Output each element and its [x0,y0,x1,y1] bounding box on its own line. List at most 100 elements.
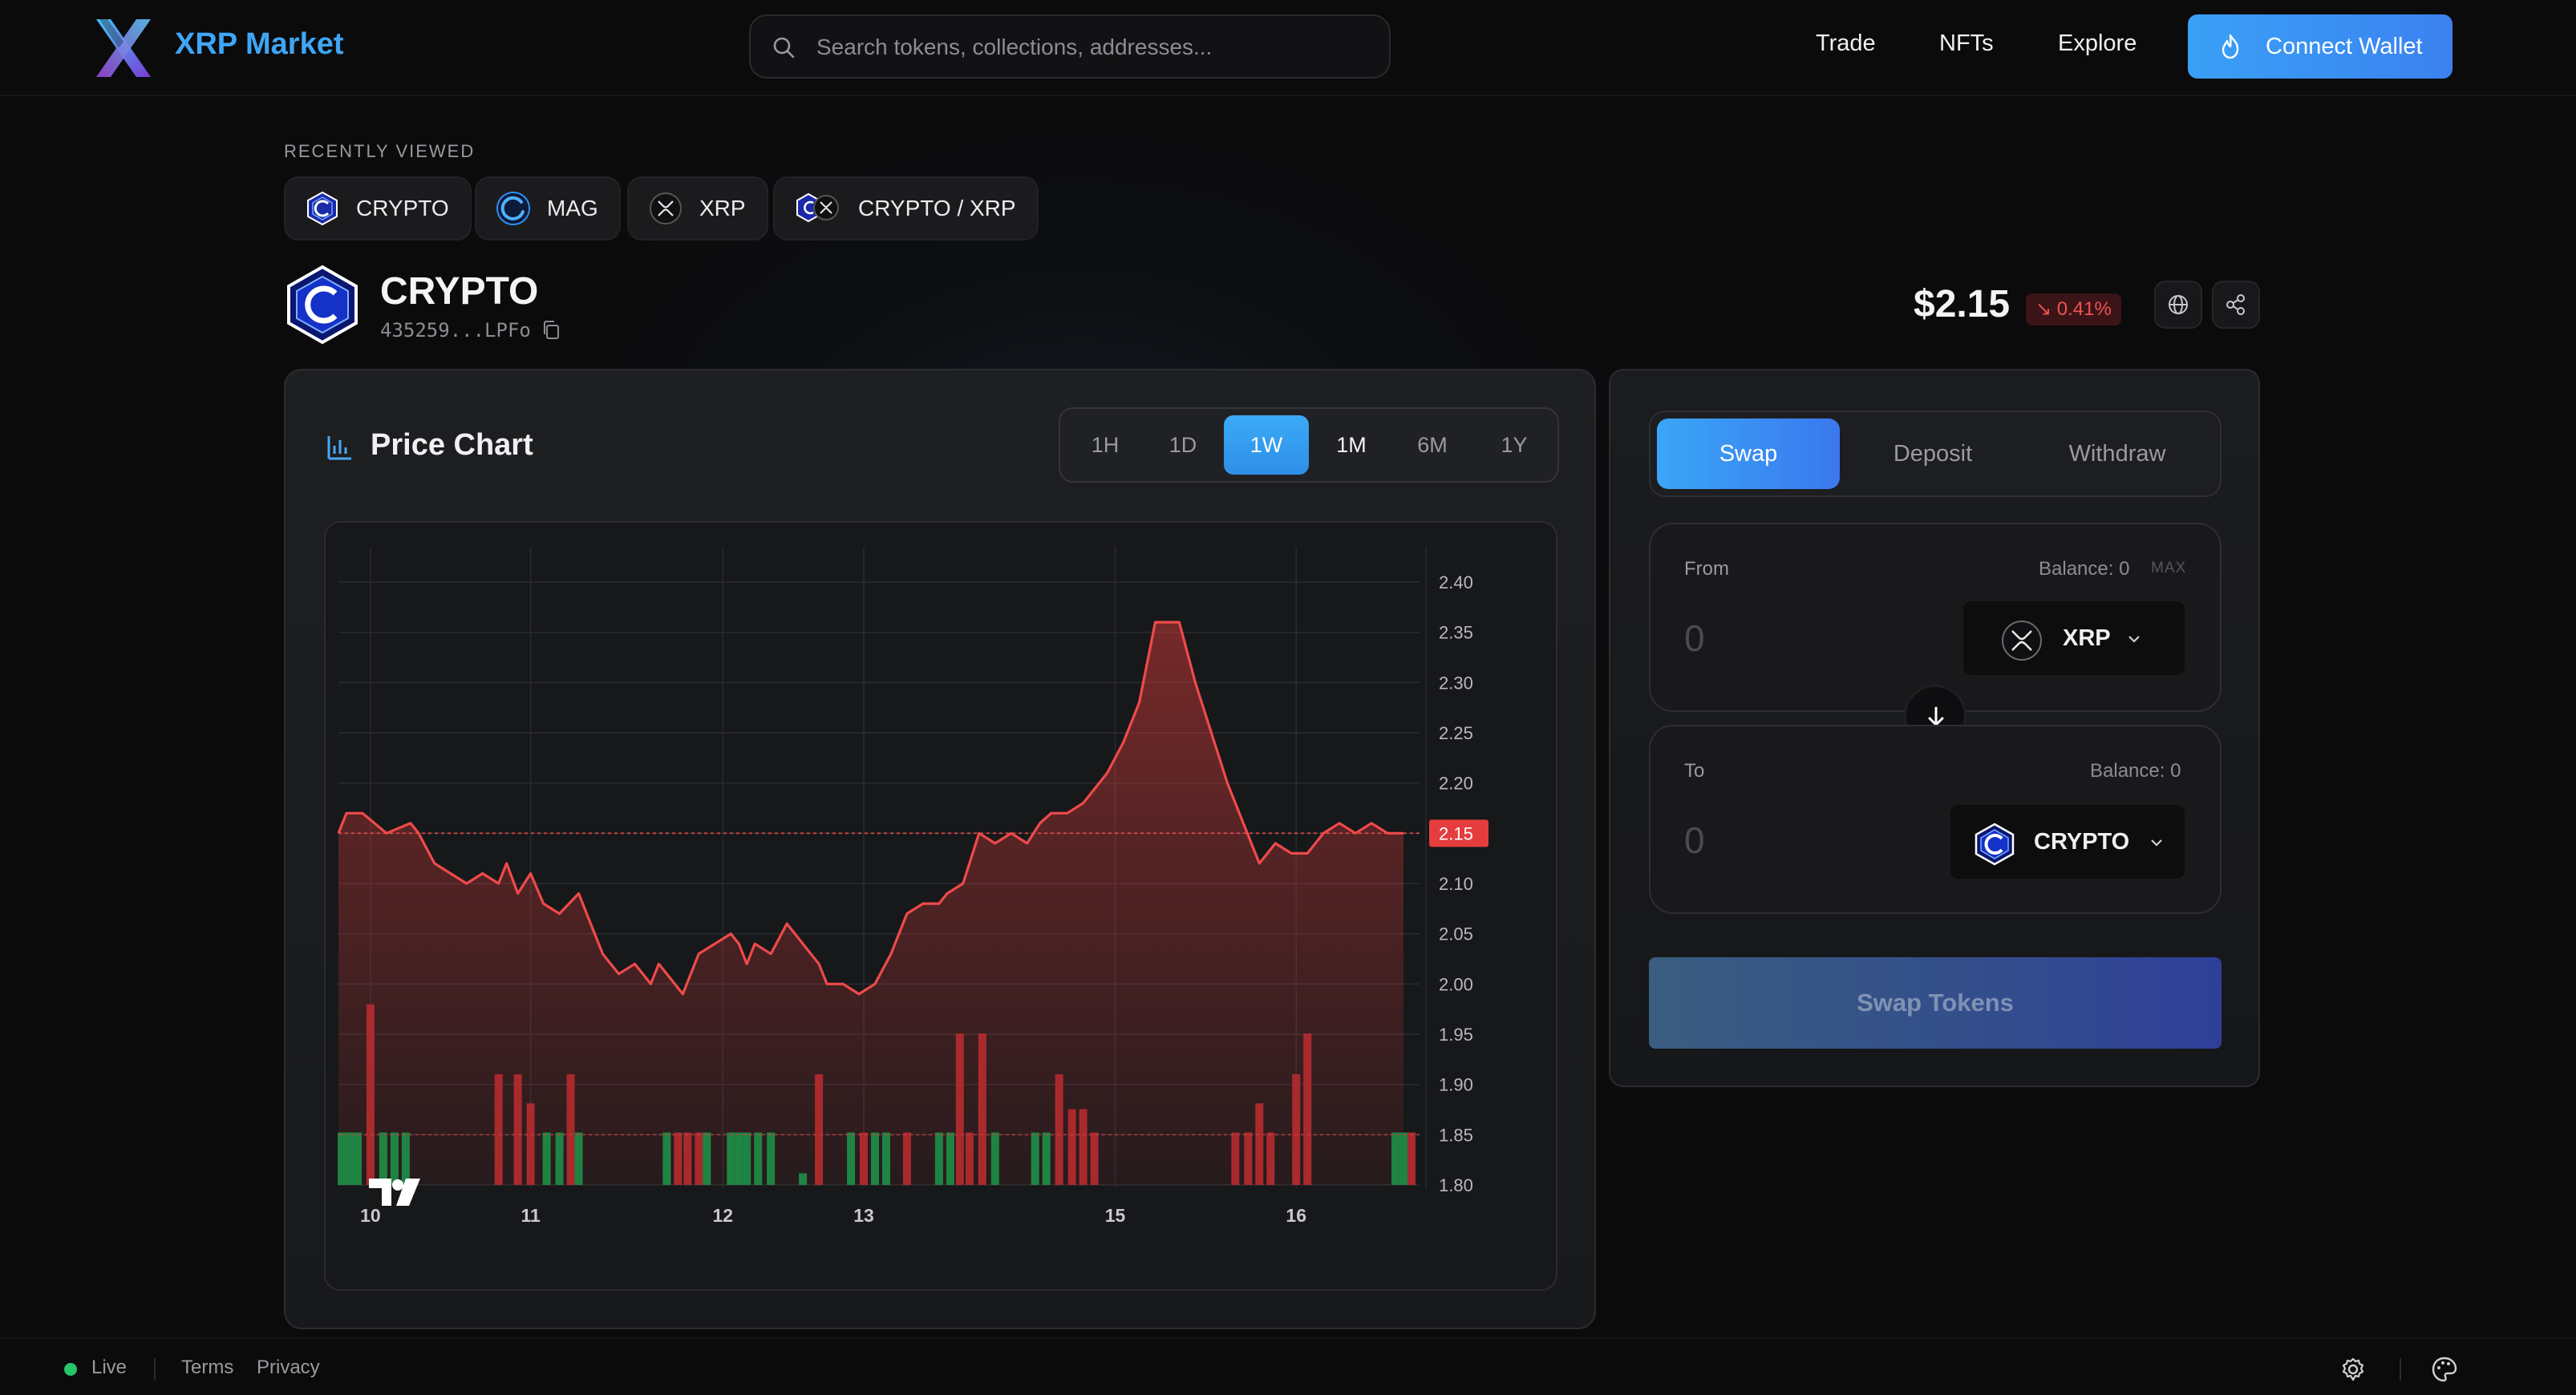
volume-bar [754,1132,763,1185]
timeframe-1w[interactable]: 1W [1224,415,1309,475]
y-tick-label: 1.85 [1439,1125,1473,1145]
y-tick-label: 1.95 [1439,1025,1473,1045]
settings-gear-icon[interactable] [2339,1355,2367,1384]
x-tick-label: 11 [520,1205,541,1226]
current-price-badge [1429,819,1488,847]
timeframe-1h[interactable]: 1H [1070,415,1140,475]
recent-chip-crypto[interactable]: CRYPTO [284,176,472,241]
theme-palette-icon[interactable] [2430,1355,2459,1384]
volume-bar [1079,1109,1088,1185]
tab-swap[interactable]: Swap [1657,418,1840,489]
recent-chip-label: XRP [699,196,746,220]
chart-plot-area[interactable]: 2.40 2.35 2.30 2.25 2.20 2.15 2.10 2.05 2.00 1.95… [324,521,1557,1291]
volume-bar [965,1132,974,1185]
volume-bar [674,1132,682,1185]
volume-bar [1391,1132,1400,1185]
volume-bar [353,1132,362,1185]
x-tick-label: 13 [853,1205,874,1226]
volume-bar [743,1132,751,1185]
website-button[interactable] [2154,281,2202,329]
volume-bar [662,1132,671,1185]
volume-bar [1231,1132,1240,1185]
volume-bar [566,1074,575,1185]
nav-trade[interactable]: Trade [1816,30,1876,56]
to-token-select[interactable]: CRYPTO [1950,805,2185,879]
volume-bar [366,1004,375,1185]
volume-bar [978,1033,986,1185]
volume-bar [767,1132,776,1185]
volume-bar [494,1074,503,1185]
price-change-badge: ↘ 0.41% [2026,293,2121,326]
to-amount-input[interactable] [1684,816,1925,864]
xrp-token-icon [650,192,682,224]
volume-bar [683,1132,692,1185]
volume-bar [1407,1132,1416,1185]
xrp-token-icon [2002,621,2042,661]
nav-explore[interactable]: Explore [2058,30,2137,56]
volume-bar [555,1132,564,1185]
volume-bar [337,1132,346,1185]
search-input[interactable] [816,29,1370,66]
from-amount-input[interactable] [1684,614,1925,662]
y-tick-label: 2.35 [1439,623,1473,643]
share-button[interactable] [2212,281,2260,329]
xrp-market-logo[interactable] [95,18,152,79]
volume-bar [1303,1033,1312,1185]
brand-name[interactable]: XRP Market [175,27,344,61]
copy-icon[interactable] [541,319,561,342]
recent-chip-label: CRYPTO [356,196,449,220]
connect-wallet-button[interactable]: Connect Wallet [2188,14,2452,79]
nav-nfts[interactable]: NFTs [1939,30,1994,56]
search-bar[interactable] [749,14,1391,79]
recently-viewed-title: RECENTLY VIEWED [284,141,476,161]
price-chart-svg[interactable]: 2.40 2.35 2.30 2.25 2.20 2.15 2.10 2.05 2.00 1.95… [326,523,1559,1292]
recent-chip-xrp[interactable]: XRP [627,176,768,241]
volume-bar [1090,1132,1099,1185]
search-icon [773,37,795,59]
volume-bar [1042,1132,1051,1185]
price-chart-card: Price Chart 1H 1D 1W 1M 6M 1Y 2.40 2.35 2.… [284,369,1596,1329]
to-token-symbol: CRYPTO [2034,829,2130,855]
volume-bar [946,1132,954,1185]
share-icon [2226,294,2245,315]
recent-chip-label: CRYPTO / XRP [858,196,1016,220]
volume-bar [799,1173,808,1185]
volume-bar [934,1132,943,1185]
timeframe-6m[interactable]: 6M [1394,415,1471,475]
footer-link-terms[interactable]: Terms [181,1357,234,1378]
swap-tokens-button[interactable]: Swap Tokens [1649,957,2222,1049]
y-tick-label: 2.10 [1439,874,1473,894]
volume-bar [1266,1132,1275,1185]
footer-link-privacy[interactable]: Privacy [257,1357,320,1378]
recent-chip-crypto-xrp[interactable]: CRYPTO / XRP [773,176,1039,241]
chevron-down-icon [2128,636,2140,643]
tab-deposit[interactable]: Deposit [1841,418,2024,489]
tab-withdraw[interactable]: Withdraw [2026,418,2209,489]
from-token-select[interactable]: XRP [1963,601,2185,675]
y-tick-label: 2.40 [1439,572,1473,592]
volume-bar [1399,1132,1408,1185]
timeframe-1y[interactable]: 1Y [1476,415,1553,475]
recent-chip-label: MAG [547,196,598,220]
volume-bar [1067,1109,1076,1185]
timeframe-1d[interactable]: 1D [1147,415,1219,475]
volume-bar [1255,1103,1264,1185]
volume-bar [1031,1132,1039,1185]
y-tick-label: 2.05 [1439,924,1473,944]
volume-bar [574,1132,583,1185]
y-tick-label: 1.80 [1439,1175,1473,1195]
max-button[interactable]: MAX [2151,560,2187,576]
recent-chip-mag[interactable]: MAG [475,176,621,241]
footer-divider [154,1358,156,1381]
from-panel: From Balance: 0 MAX XRP [1649,523,2222,712]
token-address: 435259...LPFo [380,319,531,342]
timeframe-1m[interactable]: 1M [1314,415,1389,475]
volume-bar [955,1033,964,1185]
live-status-dot [64,1363,77,1376]
volume-bar [860,1132,869,1185]
y-tick-label: 1.90 [1439,1075,1473,1095]
volume-bar [542,1132,551,1185]
tradingview-logo[interactable] [369,1179,420,1206]
volume-bar [390,1132,399,1185]
volume-bar [695,1132,703,1185]
